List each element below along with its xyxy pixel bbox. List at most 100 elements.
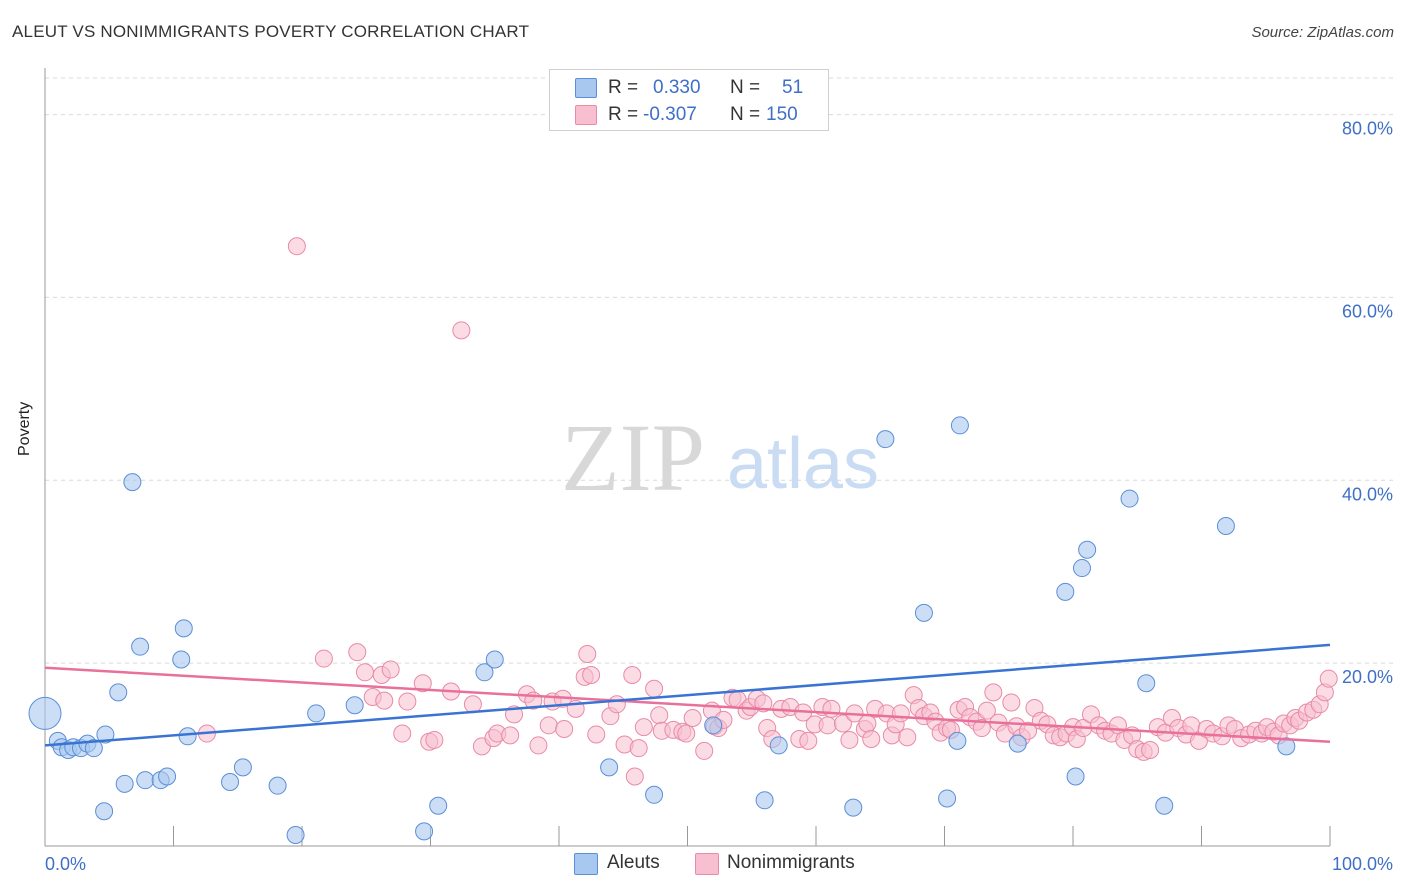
aleuts-point [600,758,619,777]
aleuts-points [28,416,1296,845]
nonimmigrants-point [314,649,333,668]
y-axis-label: Poverty [16,401,33,456]
nonimmigrants-point [287,237,306,256]
legend: Aleuts Nonimmigrants [0,852,1406,878]
nonimmigrants-point [677,724,696,743]
r-value: -0.307 [643,104,697,125]
aleuts-point [233,758,252,777]
aleuts-point [84,739,103,758]
nonimmigrants-point [1019,721,1038,740]
chart-title: ALEUT VS NONIMMIGRANTS POVERTY CORRELATI… [12,22,530,41]
n-value: 150 [766,104,798,125]
nonimmigrants-point [375,691,394,710]
y-tick-label: 20.0% [1342,667,1393,687]
aleuts-point [345,696,364,715]
nonimmigrants-point [650,706,669,725]
aleuts-point [1120,489,1139,508]
aleuts-point [704,716,723,735]
aleuts-point [158,767,177,786]
nonimmigrants-point [413,674,432,693]
y-tick-label: 40.0% [1342,484,1393,504]
aleuts-point [1008,734,1027,753]
nonimmigrants-point [634,718,653,737]
n-value: 51 [782,77,804,98]
aleuts-swatch [575,78,597,98]
nonimmigrants-point [984,683,1003,702]
correlation-stats-box: R = 0.330 N = 51 R = -0.307 N = 150 [549,69,829,131]
aleuts-point [1216,517,1235,535]
aleuts-point [172,650,191,669]
aleuts-point [844,798,863,817]
y-tick-label: 60.0% [1342,301,1393,321]
n-label: N = [730,104,761,125]
nonimmigrants-point [587,725,606,744]
nonimmigrants-point [355,663,374,682]
stats-row-nonimmigrants: R = -0.307 N = 150 [550,102,828,128]
aleuts-point [174,619,193,638]
legend-label-aleuts: Aleuts [607,852,660,873]
nonimmigrants-point [1319,669,1338,688]
gridlines [45,77,1393,664]
aleuts-point [1078,540,1097,559]
aleuts-point [1277,737,1296,756]
nonimmigrants-point [607,695,626,714]
nonimmigrants-swatch [575,105,597,125]
legend-label-nonimmigrants: Nonimmigrants [727,852,855,873]
nonimmigrants-point [629,739,648,758]
nonimmigrants-point [898,728,917,747]
aleuts-point [415,822,434,841]
aleuts-point [286,826,305,845]
aleuts-point [938,789,957,808]
legend-swatch-nonimmigrants [695,853,719,875]
aleuts-trend-line [44,643,1331,747]
aleuts-point [96,725,115,744]
aleuts-point [178,727,197,746]
nonimmigrants-point [683,709,702,727]
nonimmigrants-point [452,321,471,340]
aleuts-point [645,785,664,804]
nonimmigrants-point [348,643,367,662]
nonimmigrants-point [529,736,548,755]
nonimmigrants-point [381,660,400,679]
nonimmigrants-point [1002,693,1021,712]
nonimmigrants-point [799,731,818,750]
aleuts-point [1072,559,1091,578]
aleuts-point [95,802,114,821]
aleuts-point [115,774,134,793]
nonimmigrants-point [840,730,859,749]
nonimmigrants-point [818,716,837,735]
aleuts-point [1056,582,1075,601]
trend-lines [44,643,1331,747]
nonimmigrants-point [623,666,642,685]
nonimmigrants-point [539,716,558,735]
aleuts-point [769,736,788,755]
nonimmigrants-point [393,724,412,743]
nonimmigrants-point [695,741,714,760]
aleuts-point [1155,796,1174,815]
aleuts-point [485,650,504,669]
nonimmigrants-point [972,719,991,738]
nonimmigrants-point [822,699,841,718]
aleuts-point [950,416,969,435]
nonimmigrants-point [977,701,996,720]
nonimmigrants-points [197,237,1338,786]
nonimmigrants-point [645,679,664,698]
n-label: N = [730,77,761,98]
nonimmigrants-point [891,704,910,723]
nonimmigrants-point [398,692,417,711]
aleuts-point [268,776,287,795]
aleuts-point [475,663,494,682]
nonimmigrants-point [862,730,881,749]
legend-swatch-aleuts [574,853,598,875]
aleuts-point [136,771,155,790]
aleuts-point [876,430,895,449]
nonimmigrants-point [833,714,852,733]
aleuts-point [109,683,128,702]
aleuts-point [221,773,240,791]
r-label: R = [608,77,639,98]
r-value: 0.330 [653,77,701,98]
nonimmigrants-point [501,726,520,745]
nonimmigrants-point [425,730,444,749]
aleuts-point [429,796,448,815]
